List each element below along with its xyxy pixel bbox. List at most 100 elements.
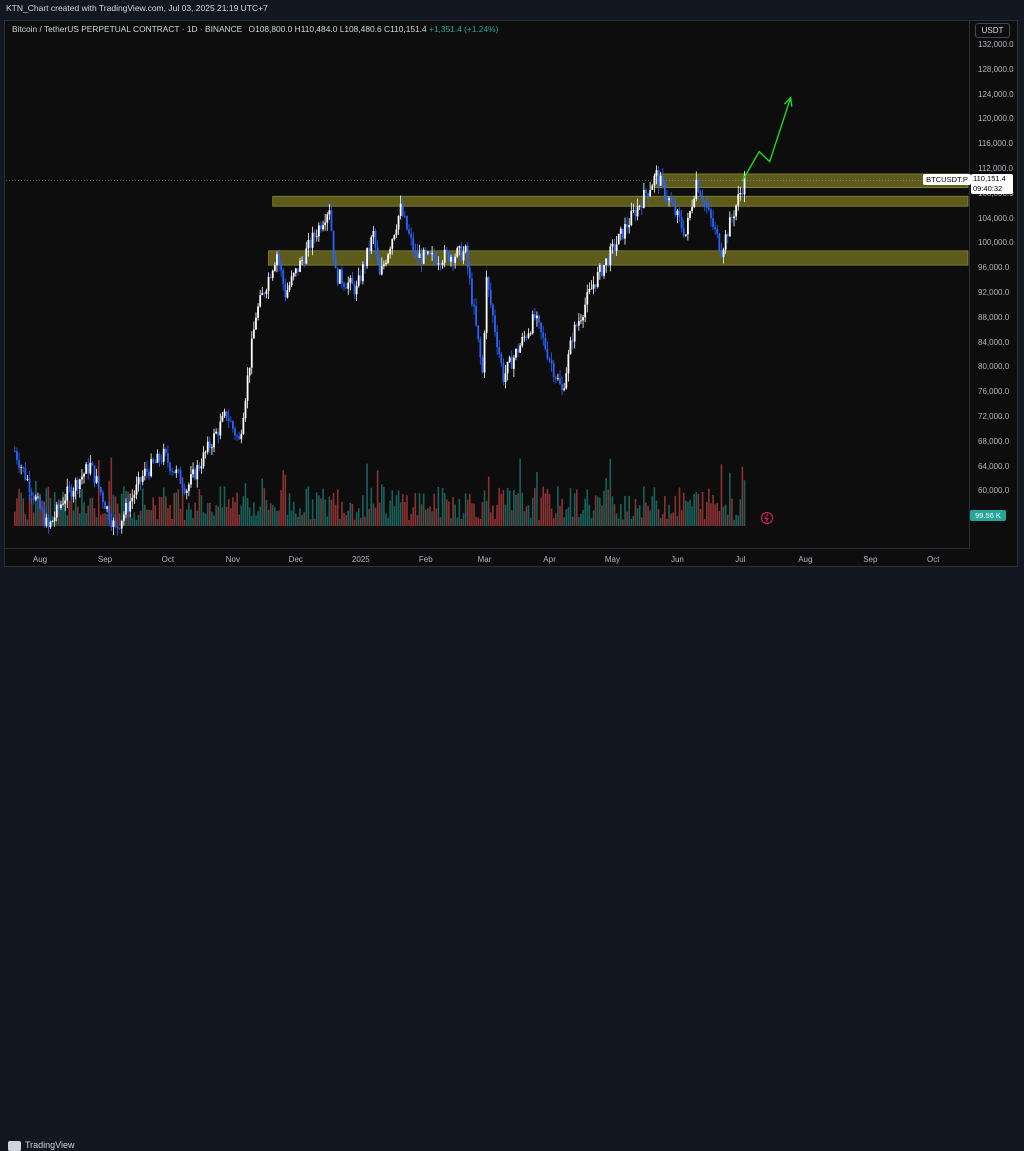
volume-bar <box>410 514 412 526</box>
volume-bar <box>452 497 454 526</box>
candle-body <box>37 496 39 498</box>
volume-bar <box>158 496 161 526</box>
volume-bar <box>479 519 482 526</box>
chart-window: KTN_Chart created with TradingView.com, … <box>4 3 1018 1151</box>
chart-svg <box>6 96 969 536</box>
volume-bar <box>664 496 666 526</box>
candle-body <box>494 315 496 332</box>
candle-body <box>605 258 608 266</box>
volume-bar <box>416 514 419 526</box>
candle-body <box>204 451 207 453</box>
candle-body <box>657 170 660 186</box>
volume-bar <box>85 512 87 526</box>
volume-bar <box>76 506 79 526</box>
volume-bar <box>72 510 75 526</box>
volume-bar <box>190 509 192 526</box>
volume-bar <box>561 498 563 526</box>
volume-bar <box>263 488 266 526</box>
candle-body <box>294 268 297 274</box>
candle-body <box>179 469 182 484</box>
volume-bar <box>542 486 545 526</box>
projection-arrow <box>741 97 792 182</box>
projection-arrowhead <box>783 96 793 107</box>
candle-body <box>317 225 320 237</box>
candle-body <box>557 378 559 380</box>
volume-bar <box>284 474 287 526</box>
candle-body <box>661 175 664 183</box>
volume-bar <box>144 504 146 526</box>
volume-bar <box>412 507 415 526</box>
volume-bar <box>364 516 366 526</box>
volume-bar <box>328 496 331 526</box>
candle-body <box>414 251 417 253</box>
candle-body <box>114 520 117 527</box>
volume-bar <box>194 502 196 526</box>
open-value: 108,800.0 <box>255 24 293 34</box>
snapshot-title: KTN_Chart created with TradingView.com, … <box>6 3 268 13</box>
candle-body <box>510 357 513 369</box>
volume-bar <box>546 488 549 526</box>
candle-body <box>481 357 484 373</box>
candle-body <box>18 460 20 468</box>
price-tick-label: 92,000.0 <box>978 288 1010 297</box>
candle-body <box>30 492 33 496</box>
volume-bar <box>378 502 381 526</box>
volume-bar <box>494 518 496 526</box>
volume-bar <box>397 490 400 526</box>
candle-body <box>525 336 528 338</box>
volume-bar <box>282 470 285 526</box>
volume-bar <box>32 512 35 526</box>
candle-body <box>464 245 467 252</box>
volume-bar <box>534 488 536 526</box>
volume-bar <box>437 486 440 526</box>
candle-body <box>672 202 675 205</box>
volume-bar <box>209 502 211 526</box>
time-tick-label: Sep <box>97 555 113 564</box>
volume-bar <box>148 509 150 526</box>
volume-bar <box>712 494 714 526</box>
volume-bar <box>714 504 716 526</box>
candle-body <box>731 217 733 219</box>
volume-bar <box>200 495 203 526</box>
candle-body <box>362 264 364 282</box>
price-axis[interactable] <box>970 20 1018 549</box>
candle-body <box>393 234 396 240</box>
volume-bar <box>123 486 125 526</box>
candle-body <box>326 214 329 223</box>
candle-body <box>141 475 144 482</box>
price-tick-label: 112,000.0 <box>978 164 1013 173</box>
candle-body <box>313 232 316 237</box>
time-tick-label: Oct <box>926 555 940 564</box>
time-tick-label: Apr <box>543 555 556 564</box>
time-tick-label: Aug <box>32 555 48 564</box>
candle-body <box>118 528 121 529</box>
candle-body <box>223 411 226 416</box>
volume-bar <box>502 489 505 526</box>
volume-bar <box>35 480 37 526</box>
candle-body <box>389 248 392 255</box>
candle-body <box>617 233 620 245</box>
candle-body <box>460 246 463 261</box>
volume-bar <box>70 488 73 526</box>
time-axis[interactable] <box>4 549 1018 567</box>
volume-bar <box>324 499 326 526</box>
resistance-zone <box>653 173 969 189</box>
candle-body <box>357 275 360 286</box>
tradingview-logo[interactable]: TradingView <box>8 1140 75 1151</box>
candle-body <box>408 229 410 234</box>
volume-bar <box>336 489 339 526</box>
volume-bar <box>699 509 702 526</box>
volume-bar <box>185 509 188 526</box>
volume-bar <box>435 508 438 526</box>
candle-body <box>492 304 494 316</box>
candle-body <box>202 452 205 467</box>
volume-bar <box>645 502 647 526</box>
candle-body <box>477 325 480 340</box>
candle-body <box>659 175 662 186</box>
volume-bar <box>330 499 333 526</box>
volume-bar <box>217 506 220 526</box>
candle-body <box>292 273 295 277</box>
volume-bar <box>399 502 402 526</box>
currency-badge[interactable]: USDT <box>975 23 1010 38</box>
candle-body <box>573 324 576 342</box>
